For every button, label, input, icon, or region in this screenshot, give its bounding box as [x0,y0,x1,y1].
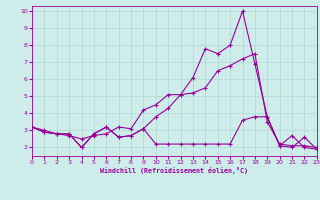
X-axis label: Windchill (Refroidissement éolien,°C): Windchill (Refroidissement éolien,°C) [100,167,248,174]
